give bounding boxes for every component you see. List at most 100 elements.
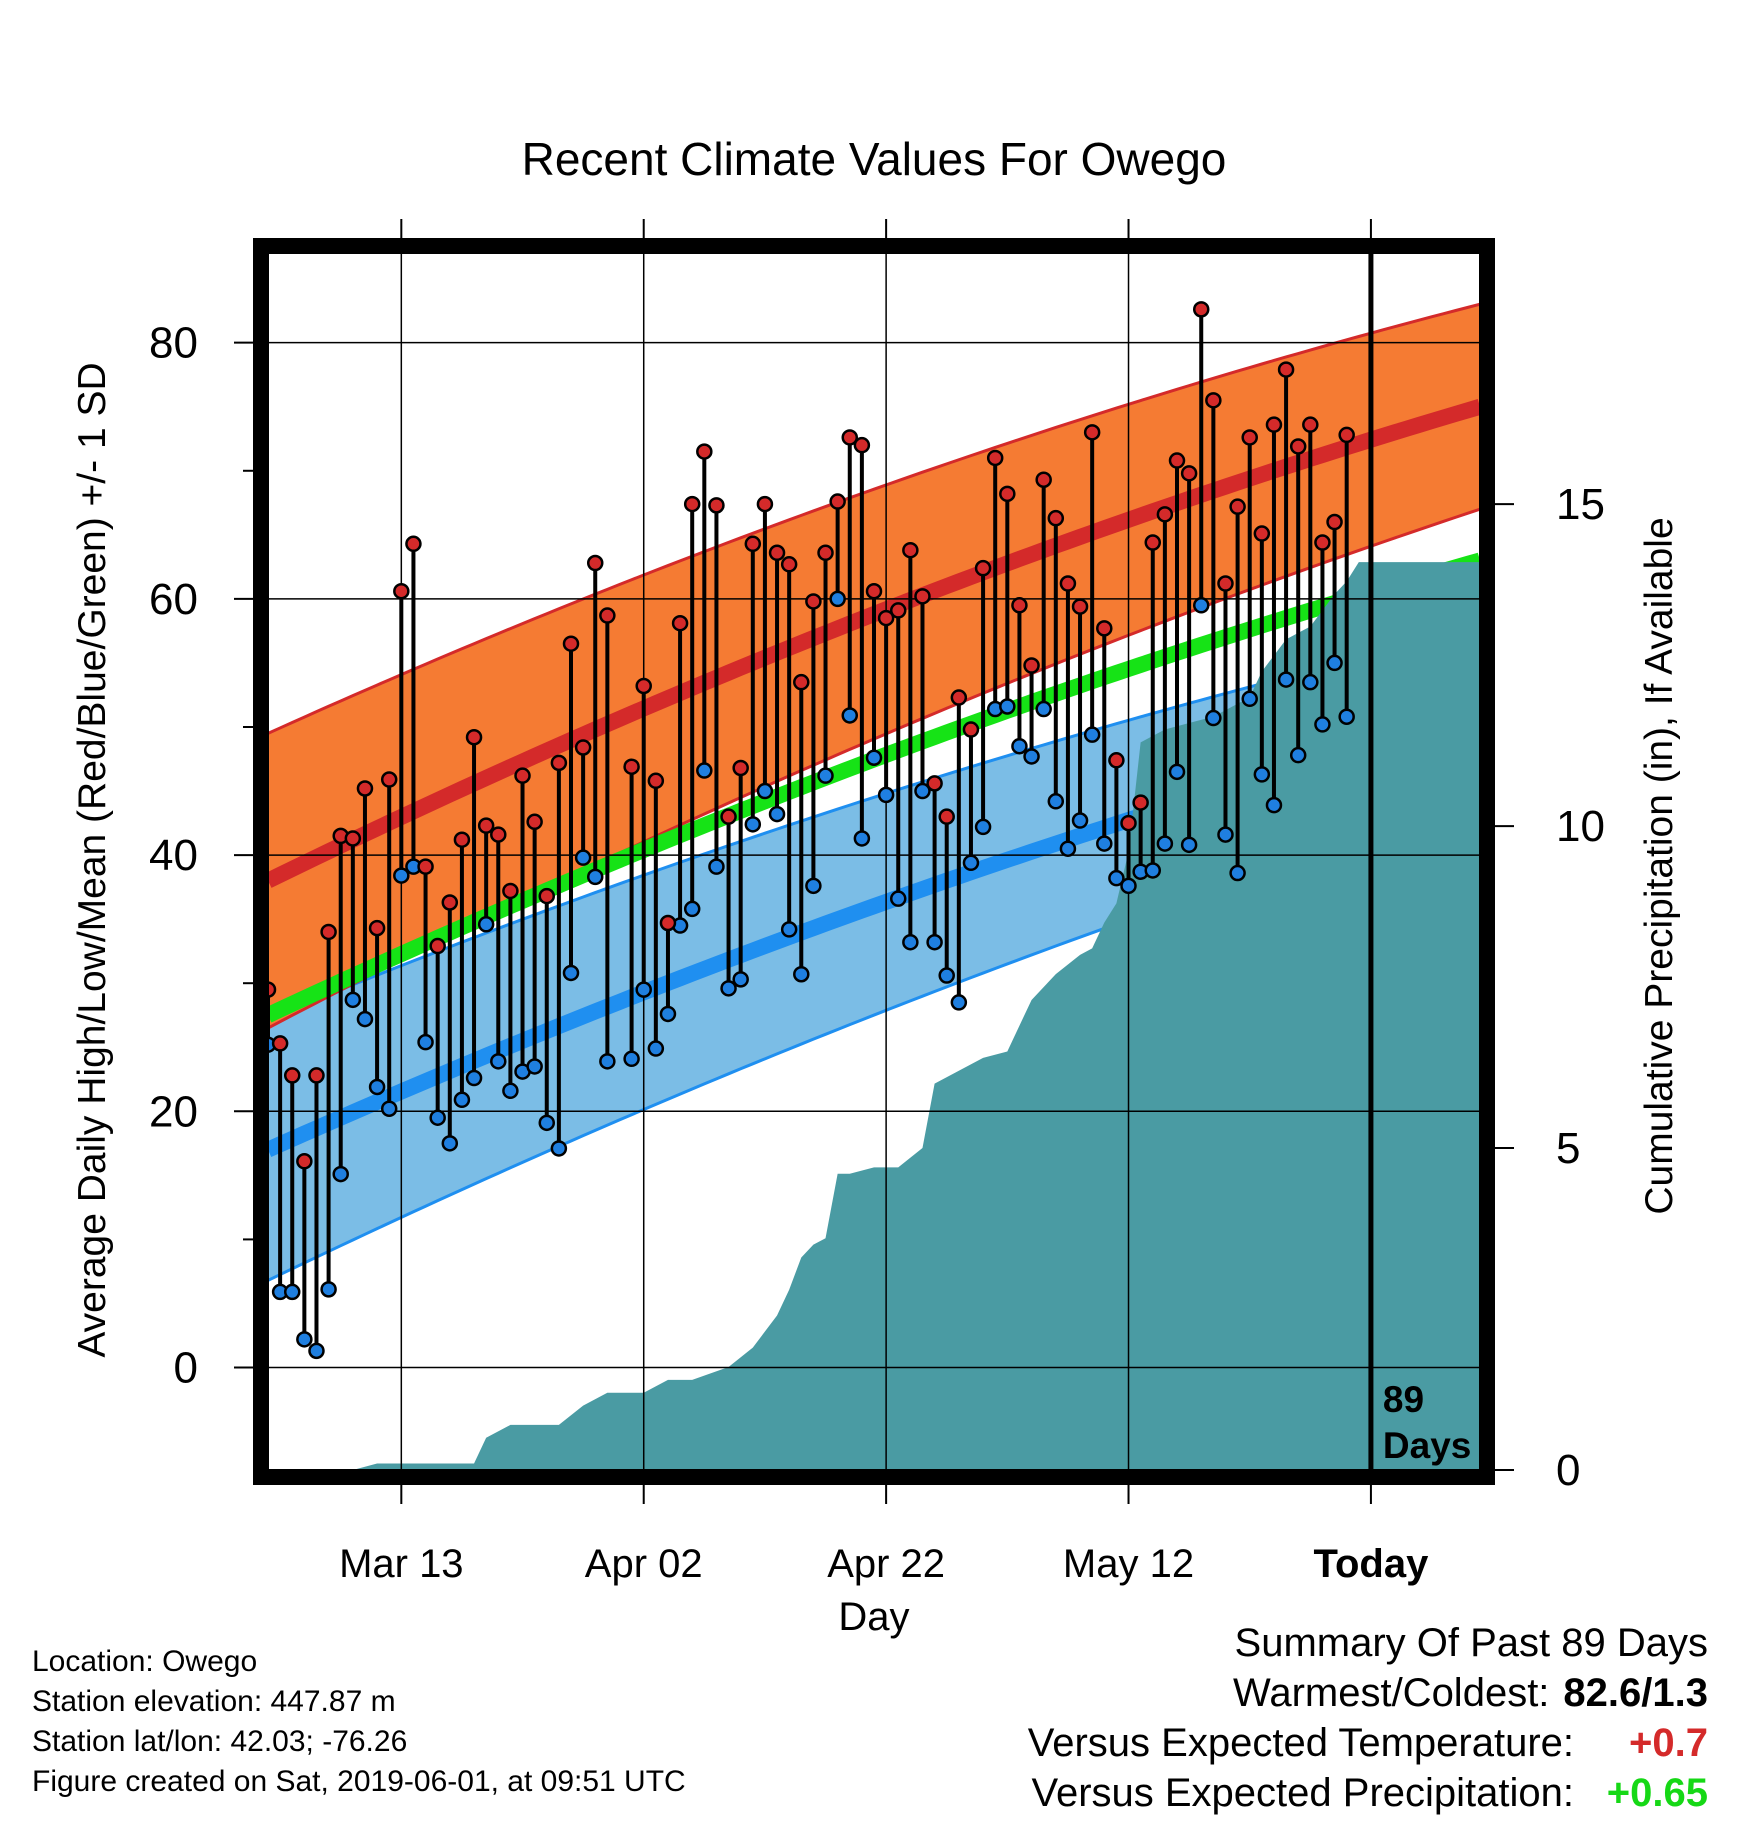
daily-high-point [841,429,859,446]
daily-high-point [914,588,931,605]
daily-low-point [574,849,592,866]
daily-low-point [926,933,943,951]
daily-low-point [1035,700,1052,718]
daily-high-point [865,582,883,600]
daily-high-point [283,1067,301,1084]
daily-low-point [296,1331,313,1348]
daily-high-point [817,544,834,562]
daily-low-point [477,916,495,933]
daily-high-point [526,813,543,831]
daily-high-point [793,673,810,691]
daily-high-point [271,1035,289,1052]
daily-low-point [659,1005,677,1023]
daily-low-point [429,1109,446,1126]
daily-low-point [744,816,762,833]
daily-high-point [1338,426,1355,444]
today-days-count: 89 [1383,1379,1424,1420]
daily-high-point [1217,575,1234,592]
daily-high-point [671,614,689,632]
y-tick-label: 80 [149,319,198,368]
daily-high-point [659,914,677,932]
daily-high-point [708,497,725,514]
today-days-word: Days [1383,1425,1471,1466]
y2-tick-label: 10 [1556,802,1605,851]
daily-high-point [1144,534,1162,551]
daily-high-point [465,728,483,746]
daily-high-point [635,677,652,695]
x-tick-label: May 12 [1063,1542,1194,1586]
daily-low-point [441,1135,459,1152]
daily-low-point [1180,836,1198,854]
daily-low-point [332,1165,349,1183]
daily-high-point [1132,794,1149,811]
y-tick-label: 60 [149,575,198,624]
daily-low-point [368,1078,386,1096]
daily-low-point [562,964,580,982]
x-axis-label: Day [838,1595,909,1639]
daily-high-point [538,887,556,905]
daily-low-point [914,782,931,800]
x-tick-label: Apr 22 [827,1542,945,1586]
daily-high-point [877,609,895,627]
daily-low-point [320,1281,337,1298]
daily-low-point [708,858,725,875]
daily-low-point [1314,716,1331,733]
daily-high-point [1035,471,1052,488]
daily-high-point [417,858,434,875]
x-tick-label: Today [1314,1542,1430,1586]
daily-low-point [1289,746,1307,764]
daily-high-point [1289,438,1307,455]
daily-low-point [623,1050,640,1068]
daily-high-point [586,554,604,572]
daily-high-point [768,544,786,562]
daily-low-point [974,818,992,836]
daily-low-point [490,1053,507,1070]
daily-low-point [1108,869,1125,887]
x-tick-label: Apr 02 [585,1542,703,1586]
daily-low-point [853,830,871,847]
daily-low-point [1217,826,1234,843]
daily-high-point [1180,465,1198,482]
daily-low-point [1083,726,1101,743]
daily-low-point [720,980,737,997]
daily-high-point [1108,752,1125,769]
daily-high-point [938,808,955,825]
daily-high-point [1083,424,1101,441]
daily-high-point [296,1153,313,1170]
daily-high-point [950,689,968,706]
daily-high-point [829,493,846,510]
daily-high-point [1047,509,1065,527]
daily-low-point [768,805,786,823]
chart-title: Recent Climate Values For Owego [522,133,1227,185]
daily-high-point [986,449,1004,467]
daily-high-point [320,923,337,941]
daily-low-point [780,921,798,938]
daily-high-point [477,817,495,834]
daily-high-point [599,607,616,624]
daily-high-point [490,826,507,843]
daily-high-point [805,593,822,610]
daily-high-point [696,443,713,460]
daily-low-point [817,767,834,784]
daily-high-point [889,602,907,619]
daily-high-point [429,937,446,955]
daily-low-point [1144,862,1162,879]
daily-low-point [1265,796,1283,814]
location-text: Location: Owego [32,1645,258,1678]
daily-low-point [1156,835,1174,852]
daily-low-point [1120,877,1137,895]
daily-high-point [356,780,374,797]
daily-high-point [732,759,749,777]
precip-value: +0.65 [1606,1771,1708,1815]
daily-high-point [1253,525,1271,542]
daily-low-point [889,890,907,907]
daily-low-point [962,854,980,872]
daily-low-point [344,991,362,1009]
y-tick-label: 0 [174,1344,198,1393]
daily-high-point [344,830,362,847]
plot-frame [253,238,1495,1485]
warm-cold-value: 82.6/1.3 [1563,1671,1708,1715]
temp-row: Versus Expected Temperature: +0.7 [1028,1718,1708,1768]
elevation-text: Station elevation: 447.87 m [32,1685,396,1718]
